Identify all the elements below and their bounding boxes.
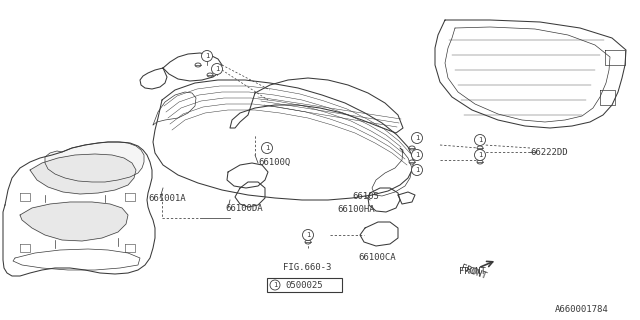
Text: 66105: 66105 [352,191,379,201]
Ellipse shape [207,73,213,77]
Text: 1: 1 [478,152,482,158]
Circle shape [211,63,223,75]
Polygon shape [3,142,155,276]
Polygon shape [230,78,403,133]
Polygon shape [235,182,265,207]
Circle shape [412,132,422,143]
Text: 66100HA: 66100HA [337,204,374,213]
Polygon shape [20,202,128,241]
Circle shape [412,149,422,161]
Circle shape [474,149,486,161]
Text: FIG.660-3: FIG.660-3 [283,263,332,273]
Circle shape [262,142,273,154]
Text: 66100Q: 66100Q [258,157,291,166]
Text: 1: 1 [215,66,219,72]
Text: FRONT: FRONT [459,268,486,276]
Ellipse shape [195,63,201,67]
Text: 1: 1 [415,167,419,173]
Text: 1: 1 [478,137,482,143]
Polygon shape [140,68,167,89]
Text: 66100DA: 66100DA [225,204,262,212]
Polygon shape [163,53,222,81]
Polygon shape [45,142,144,182]
Text: 1: 1 [415,152,419,158]
Circle shape [270,280,280,290]
Polygon shape [398,192,415,204]
Circle shape [412,164,422,175]
Ellipse shape [409,160,415,164]
Text: 1: 1 [415,135,419,141]
Polygon shape [30,154,136,194]
Text: FRONT: FRONT [459,263,487,281]
FancyBboxPatch shape [267,278,342,292]
Polygon shape [227,163,268,188]
Ellipse shape [305,240,311,244]
Circle shape [474,134,486,146]
Polygon shape [360,222,398,246]
Text: 1: 1 [306,232,310,238]
Polygon shape [435,20,626,128]
Text: 661001A: 661001A [148,194,186,203]
Circle shape [303,229,314,241]
Text: 1: 1 [273,282,277,288]
Text: 1: 1 [265,145,269,151]
Ellipse shape [477,160,483,164]
Text: 66222DD: 66222DD [530,148,568,156]
Ellipse shape [409,146,415,150]
Ellipse shape [477,146,483,150]
Polygon shape [368,188,400,212]
Circle shape [202,51,212,61]
Text: A660001784: A660001784 [555,306,609,315]
Text: 0500025: 0500025 [285,281,323,290]
Polygon shape [153,80,413,200]
Text: 1: 1 [205,53,209,59]
Text: 66100CA: 66100CA [358,253,396,262]
